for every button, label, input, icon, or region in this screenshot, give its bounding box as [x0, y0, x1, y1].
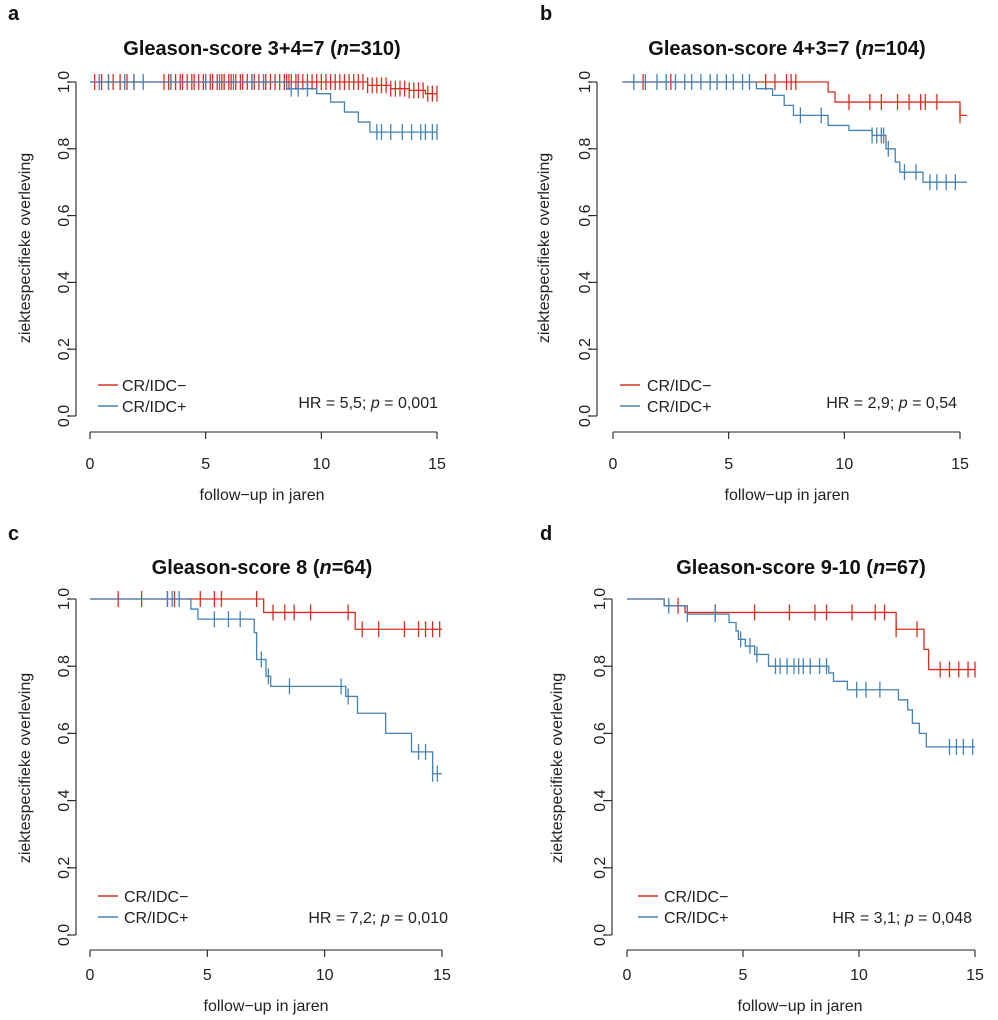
legend-label-positive: CR/IDC+	[122, 399, 186, 416]
legend-label-negative: CR/IDC−	[124, 889, 188, 906]
y-axis-label: ziektespecifieke overleving	[17, 153, 34, 343]
km-curve-positive	[90, 598, 442, 775]
y-tick-label: 0,8	[577, 138, 594, 160]
legend-label-positive: CR/IDC+	[124, 910, 188, 927]
y-tick-label: 1,0	[592, 588, 609, 610]
panel-b: b Gleason-score 4+3=7 (n=104) CR/IDC− CR…	[536, 3, 969, 504]
km-curve-positive	[622, 81, 967, 183]
x-tick-label: 15	[433, 967, 451, 984]
y-tick-label: 0,0	[592, 924, 609, 946]
x-tick-label: 0	[86, 456, 95, 473]
hazard-ratio-annotation: HR = 7,2; p = 0,010	[308, 910, 448, 927]
x-tick-label: 15	[966, 967, 984, 984]
legend: CR/IDC− CR/IDC+	[98, 889, 188, 927]
panel-label: b	[540, 3, 552, 25]
x-axis-label: follow−up in jaren	[738, 998, 863, 1015]
panel-a: a Gleason-score 3+4=7 (n=310) CR/IDC− CR…	[8, 3, 446, 504]
x-tick-label: 5	[203, 967, 212, 984]
x-tick-label: 0	[609, 456, 618, 473]
panel-label: c	[8, 523, 19, 545]
x-tick-label: 10	[850, 967, 868, 984]
y-tick-label: 0,0	[56, 924, 73, 946]
x-axis-label: follow−up in jaren	[200, 487, 325, 504]
km-curve-negative	[90, 598, 442, 630]
y-tick-label: 0,0	[56, 405, 73, 427]
km-curve-positive	[627, 598, 975, 748]
x-tick-label: 10	[312, 456, 330, 473]
y-tick-label: 0,6	[592, 722, 609, 744]
x-axis-label: follow−up in jaren	[204, 998, 329, 1015]
panel-label: d	[540, 523, 552, 545]
x-tick-label: 15	[428, 456, 446, 473]
y-tick-label: 0,8	[56, 655, 73, 677]
y-tick-label: 0,4	[577, 271, 594, 293]
panel-c: c Gleason-score 8 (n=64) CR/IDC− CR/IDC+…	[8, 523, 451, 1015]
y-tick-label: 0,2	[577, 338, 594, 360]
hazard-ratio-annotation: HR = 3,1; p = 0,048	[832, 910, 972, 927]
x-tick-label: 5	[739, 967, 748, 984]
x-tick-label: 10	[835, 456, 853, 473]
legend-label-negative: CR/IDC−	[664, 889, 728, 906]
y-tick-label: 0,4	[56, 271, 73, 293]
y-axis-label: ziektespecifieke overleving	[549, 673, 566, 863]
chart-title: Gleason-score 9-10 (n=67)	[676, 557, 926, 579]
y-tick-label: 1,0	[56, 588, 73, 610]
legend: CR/IDC− CR/IDC+	[638, 889, 728, 927]
y-axis-label: ziektespecifieke overleving	[17, 673, 34, 863]
y-tick-label: 1,0	[577, 71, 594, 93]
hazard-ratio-annotation: HR = 2,9; p = 0,54	[826, 395, 957, 412]
legend-label-negative: CR/IDC−	[647, 378, 711, 395]
chart-title: Gleason-score 4+3=7 (n=104)	[648, 38, 925, 60]
hazard-ratio-annotation: HR = 5,5; p = 0,001	[298, 395, 438, 412]
x-tick-label: 10	[316, 967, 334, 984]
y-tick-label: 0,2	[56, 338, 73, 360]
y-tick-label: 0,8	[592, 655, 609, 677]
y-tick-label: 0,2	[592, 857, 609, 879]
y-tick-label: 0,6	[56, 722, 73, 744]
x-tick-label: 15	[951, 456, 969, 473]
y-tick-label: 0,8	[56, 138, 73, 160]
km-curve-negative	[622, 81, 967, 117]
x-tick-label: 5	[201, 456, 210, 473]
y-tick-label: 0,4	[592, 789, 609, 811]
x-tick-label: 0	[623, 967, 632, 984]
x-tick-label: 5	[724, 456, 733, 473]
panel-d: d Gleason-score 9-10 (n=67) CR/IDC− CR/I…	[540, 523, 984, 1015]
panel-label: a	[8, 3, 20, 25]
y-tick-label: 0,6	[577, 204, 594, 226]
legend-label-positive: CR/IDC+	[647, 399, 711, 416]
x-axis-label: follow−up in jaren	[725, 487, 850, 504]
legend-label-negative: CR/IDC−	[122, 378, 186, 395]
y-tick-label: 0,2	[56, 857, 73, 879]
legend: CR/IDC− CR/IDC+	[98, 378, 186, 416]
legend-label-positive: CR/IDC+	[664, 910, 728, 927]
x-tick-label: 0	[86, 967, 95, 984]
y-tick-label: 1,0	[56, 71, 73, 93]
y-tick-label: 0,0	[577, 405, 594, 427]
legend: CR/IDC− CR/IDC+	[620, 378, 711, 416]
y-tick-label: 0,4	[56, 789, 73, 811]
chart-title: Gleason-score 3+4=7 (n=310)	[123, 38, 400, 60]
km-curve-negative	[627, 598, 975, 671]
y-tick-label: 0,6	[56, 204, 73, 226]
y-axis-label: ziektespecifieke overleving	[536, 153, 553, 343]
chart-title: Gleason-score 8 (n=64)	[152, 557, 373, 579]
